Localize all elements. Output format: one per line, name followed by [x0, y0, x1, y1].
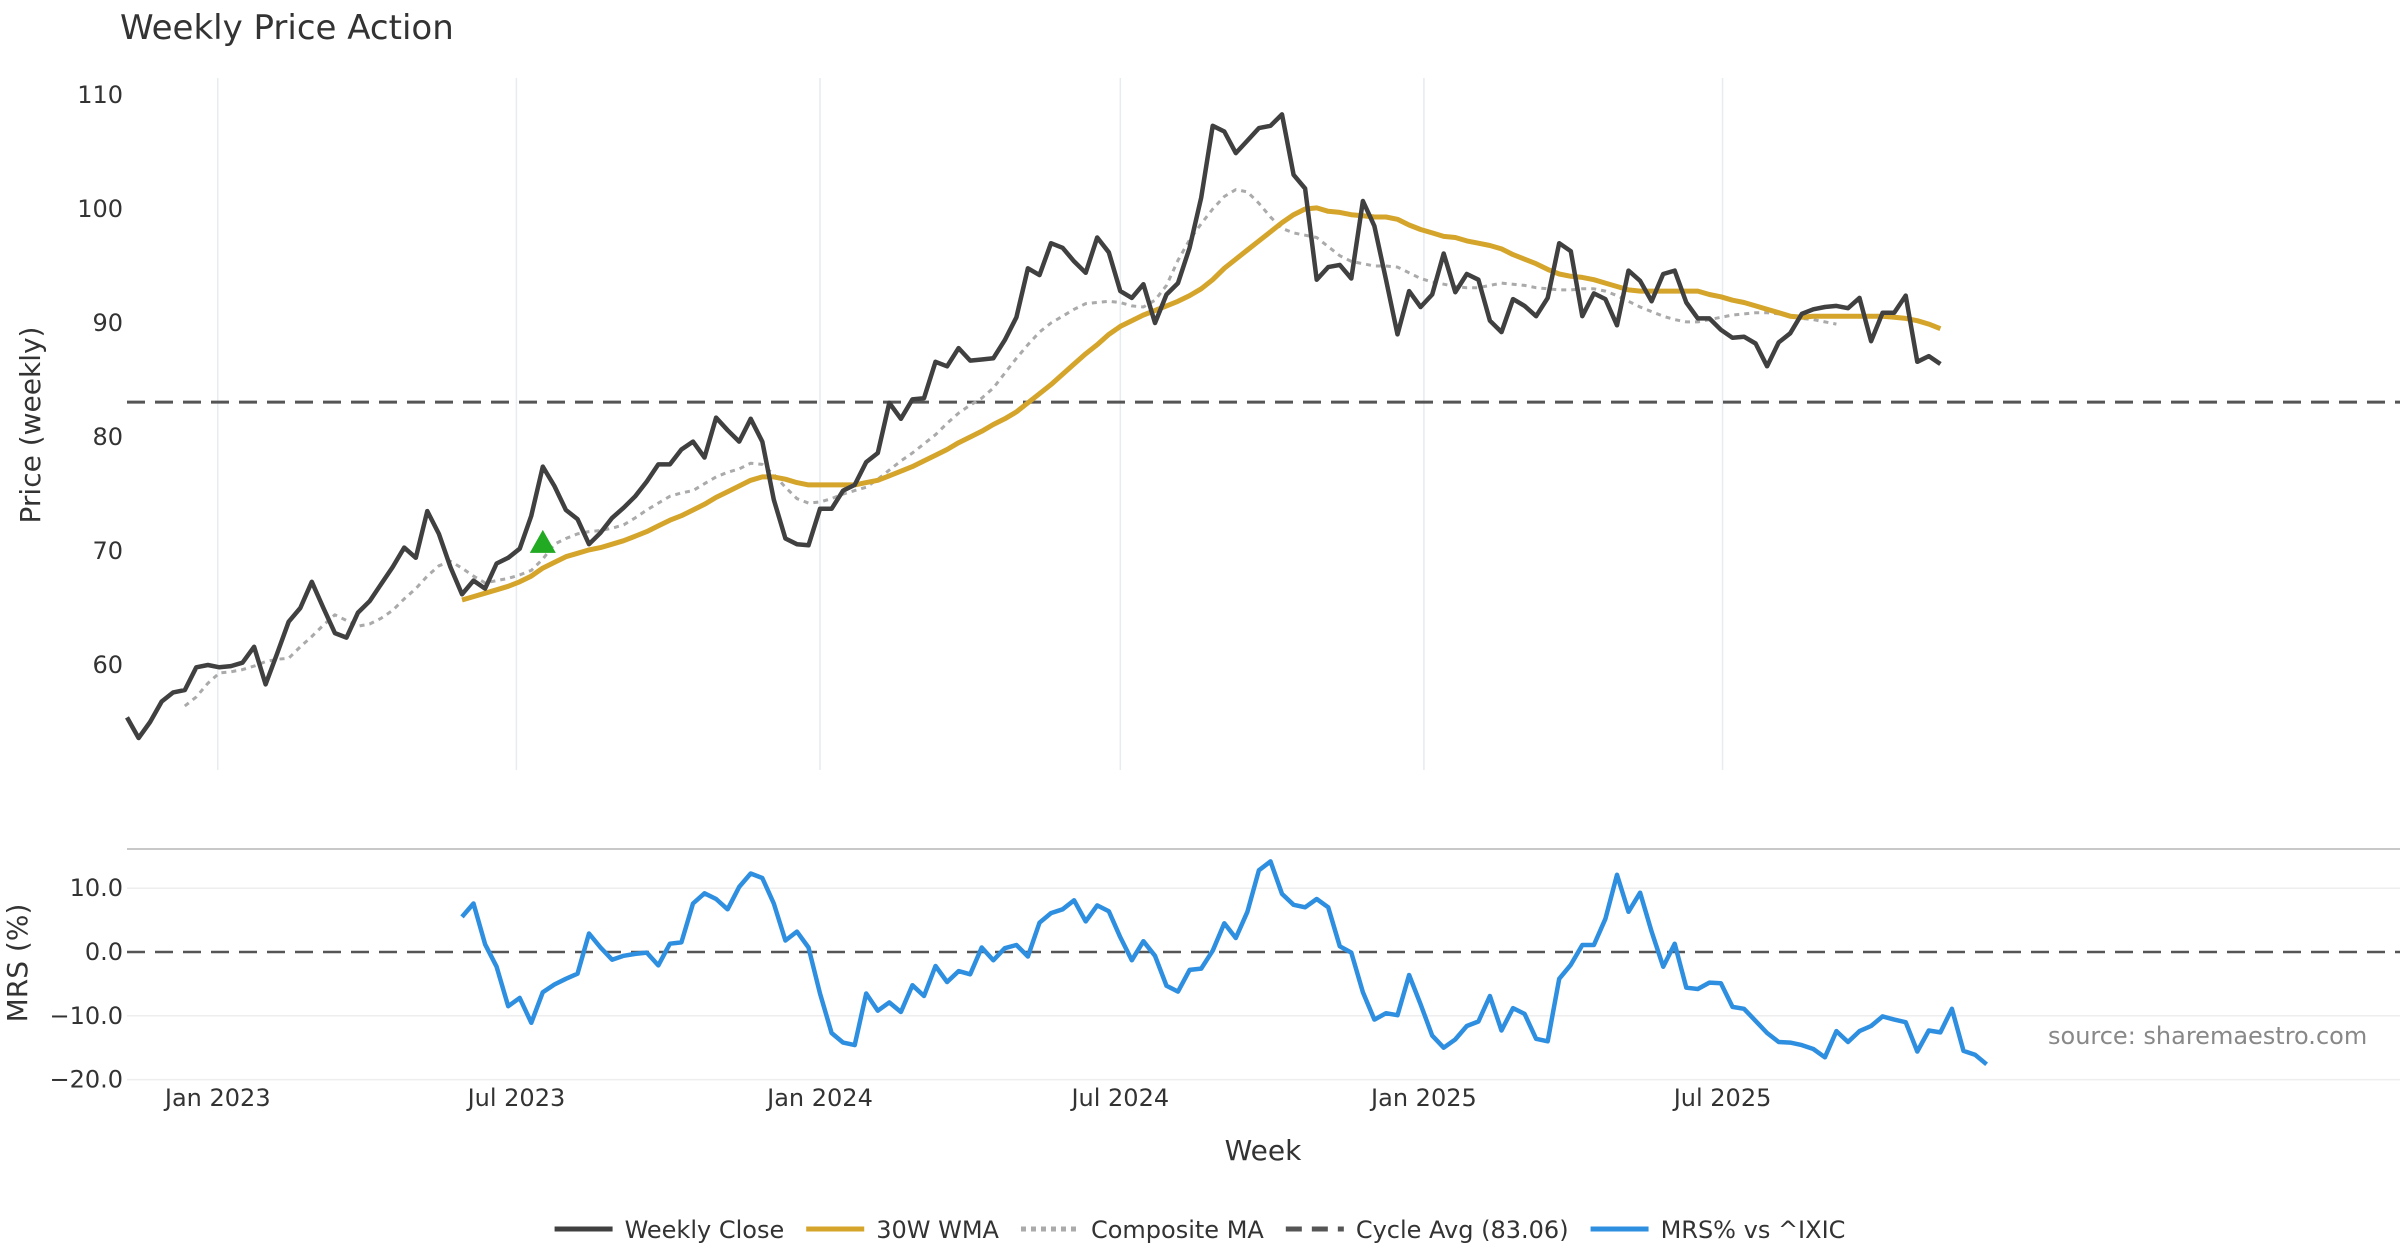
price-y-ticks: 60 70 80 90 100 110 — [77, 81, 123, 679]
x-axis-label: Week — [1225, 1134, 1302, 1167]
legend-label: Composite MA — [1091, 1216, 1264, 1244]
series-line-30w-wma — [461, 205, 1942, 603]
x-tick-label: Jan 2025 — [1369, 1084, 1477, 1112]
mrs-y-axis-label: MRS (%) — [1, 904, 34, 1023]
mrs-lines — [127, 859, 2400, 1067]
legend: Weekly Close 30W WMA Composite MA Cycle Avg… — [554, 1216, 1846, 1244]
price-y-tick-label: 100 — [77, 195, 123, 223]
series-line-weekly-close — [125, 112, 1942, 741]
chart-title: Weekly Price Action — [120, 8, 454, 48]
mrs-y-tick-label: −10.0 — [49, 1002, 123, 1030]
price-y-tick-label: 90 — [92, 309, 123, 337]
legend-label: Cycle Avg (83.06) — [1356, 1216, 1569, 1244]
series-line-mrs — [460, 859, 1989, 1067]
price-y-tick-label: 60 — [92, 651, 123, 679]
price-y-tick-label: 70 — [92, 537, 123, 565]
legend-label: MRS% vs ^IXIC — [1661, 1216, 1846, 1244]
x-ticks: Jan 2023 Jul 2023 Jan 2024 Jul 2024 Jan 2025… — [163, 1084, 1771, 1112]
price-grid — [217, 78, 1724, 770]
price-lines — [125, 112, 2400, 741]
price-y-tick-label: 110 — [77, 81, 123, 109]
x-tick-label: Jan 2024 — [765, 1084, 873, 1112]
x-tick-label: Jul 2024 — [1069, 1084, 1169, 1112]
legend-label: Weekly Close — [625, 1216, 785, 1244]
price-y-tick-label: 80 — [92, 423, 123, 451]
x-tick-label: Jul 2023 — [466, 1084, 566, 1112]
source-watermark: source: sharemaestro.com — [2048, 1022, 2367, 1050]
buy-signal-marker — [529, 529, 556, 553]
legend-label: 30W WMA — [876, 1216, 999, 1244]
x-tick-label: Jan 2023 — [163, 1084, 271, 1112]
series-line-composite-ma — [183, 188, 1837, 708]
price-y-axis-label: Price (weekly) — [14, 327, 47, 524]
mrs-grid — [127, 887, 2400, 1081]
mrs-y-tick-label: −20.0 — [49, 1066, 123, 1094]
mrs-y-tick-label: 10.0 — [70, 874, 123, 902]
x-tick-label: Jul 2025 — [1672, 1084, 1772, 1112]
mrs-y-ticks: −20.0 −10.0 0.0 10.0 — [49, 874, 123, 1093]
mrs-y-tick-label: 0.0 — [85, 938, 123, 966]
